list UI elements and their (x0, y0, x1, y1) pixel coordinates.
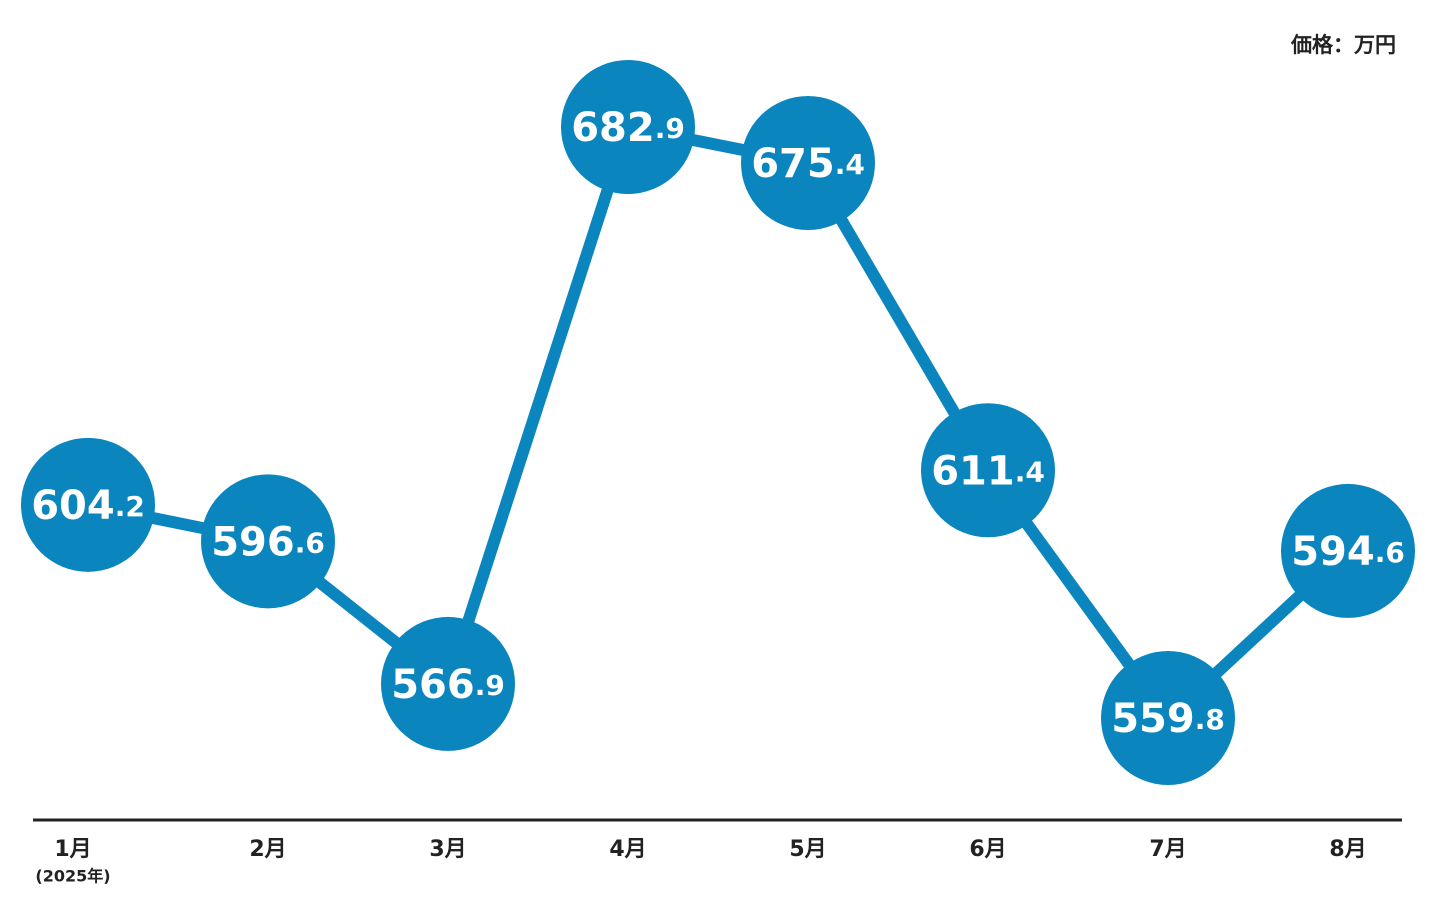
category-note: (2025年) (35, 867, 110, 886)
x-tick-label: 1月 (54, 837, 91, 862)
x-tick-label: 6月 (969, 837, 1006, 862)
unit-label: 価格：万円 (1290, 33, 1396, 57)
value-label: 611.4 (931, 448, 1045, 494)
point (1281, 483, 1415, 618)
x-tick-label: 8月 (1329, 837, 1366, 862)
value-label: 566.9 (391, 662, 505, 708)
x-tick-label: 4月 (609, 837, 646, 862)
point (921, 403, 1055, 538)
value-label: 604.2 (31, 483, 145, 529)
point (741, 96, 875, 231)
value-label: 682.9 (571, 105, 685, 151)
point (561, 60, 695, 194)
point (201, 474, 335, 609)
line (86, 121, 1353, 724)
x-tick-label: 2月 (249, 837, 286, 862)
value-label: 675.4 (751, 141, 865, 187)
point (21, 437, 155, 572)
x-tick-label: 5月 (789, 837, 826, 862)
point (381, 616, 515, 751)
x-tick-label: 3月 (429, 837, 466, 862)
value-label: 559.8 (1111, 696, 1225, 742)
x-tick-label: 7月 (1149, 837, 1186, 862)
value-label: 596.6 (211, 519, 325, 565)
value-label: 594.6 (1291, 529, 1405, 575)
point (1101, 651, 1235, 785)
